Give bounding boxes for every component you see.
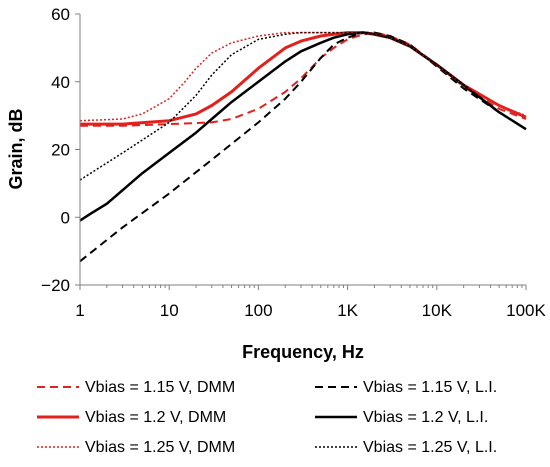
x-tick-label: 1K	[337, 301, 358, 320]
legend-label-2: Vbias = 1.15 V, L.I.	[363, 379, 497, 396]
legend: Vbias = 1.15 V, DMM Vbias = 1.15 V, L.I. V…	[37, 379, 497, 456]
y-tick-label: 40	[51, 73, 70, 92]
y-tick-label: 0	[61, 208, 70, 227]
series-line-4	[79, 31, 527, 222]
x-tick-label: 10	[160, 301, 179, 320]
legend-label-6: Vbias = 1.25 V, L.I.	[363, 439, 497, 456]
x-tick-label: 1	[75, 301, 84, 320]
plot-area	[79, 31, 527, 263]
series-line-5	[79, 31, 527, 122]
x-tick-label: 10K	[422, 301, 453, 320]
y-tick-label: 20	[51, 141, 70, 160]
legend-label-5: Vbias = 1.25 V, DMM	[85, 439, 235, 456]
legend-label-3: Vbias = 1.2 V, DMM	[85, 409, 226, 426]
y-tick-label: −20	[41, 276, 70, 295]
x-axis-title: Frequency, Hz	[242, 342, 364, 362]
legend-label-4: Vbias = 1.2 V, L.I.	[363, 409, 488, 426]
series-line-2	[79, 31, 527, 263]
y-axis-title: Grain, dB	[6, 108, 26, 189]
y-tick-label: 60	[51, 5, 70, 24]
series-line-6	[79, 31, 527, 181]
x-tick-label: 100	[244, 301, 272, 320]
x-tick-label: 100K	[506, 301, 546, 320]
axes: −20 0 20 40 60 1 10 100 1K 10K 100K	[41, 5, 546, 320]
legend-label-1: Vbias = 1.15 V, DMM	[85, 379, 235, 396]
